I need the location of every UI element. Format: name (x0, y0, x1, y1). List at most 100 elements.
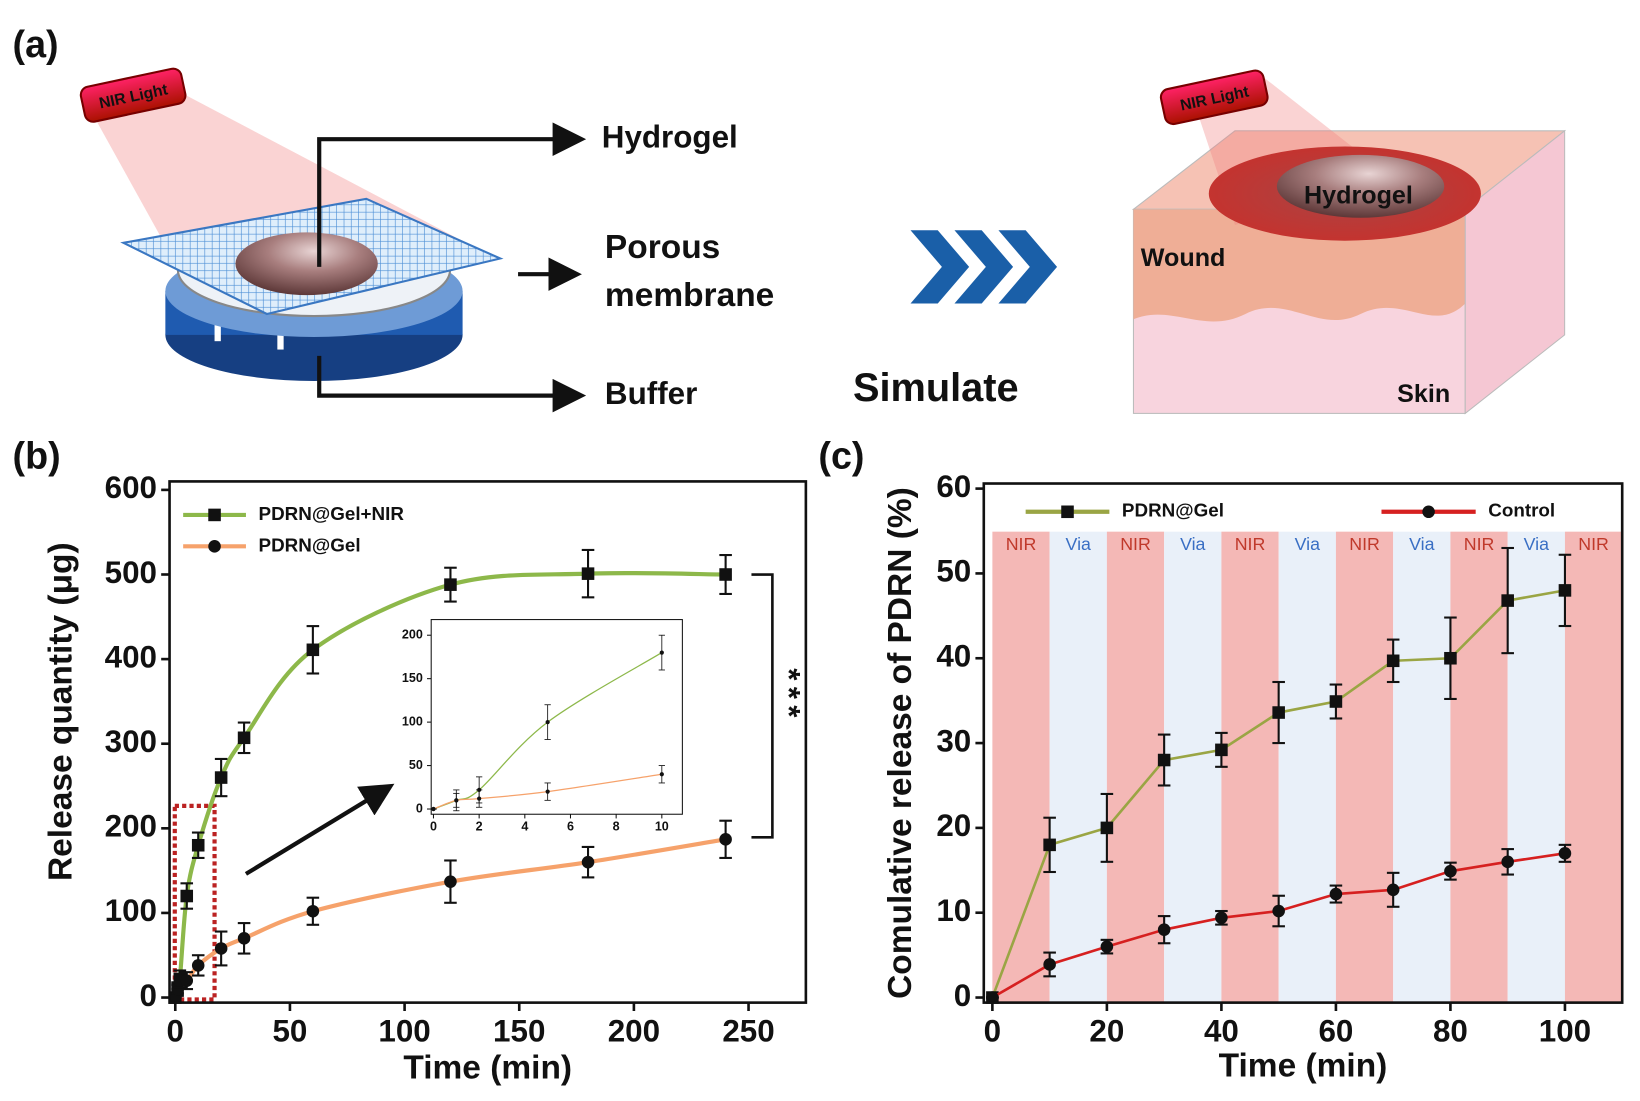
significance: *** (772, 668, 807, 723)
x-tick-label: 100 (378, 1013, 430, 1048)
band-label: Via (1524, 534, 1549, 554)
marker (306, 643, 320, 657)
y-tick-label: 400 (105, 639, 157, 674)
legend-marker (208, 508, 221, 522)
marker (1157, 923, 1171, 936)
chevrons (910, 230, 1058, 304)
marker (1329, 695, 1343, 708)
legend-marker (1061, 505, 1074, 519)
marker (1329, 887, 1343, 901)
marker (986, 991, 999, 1004)
band-label: NIR (1578, 534, 1609, 554)
marker (1558, 584, 1572, 597)
marker (1272, 706, 1285, 719)
marker (1444, 864, 1457, 878)
y-tick-label: 10 (936, 893, 971, 928)
band-label: NIR (1349, 534, 1380, 554)
y-tick-label: 20 (936, 808, 971, 843)
x-tick-label: 60 (1318, 1013, 1353, 1048)
band (992, 531, 1050, 1003)
y-tick-label: 100 (105, 893, 157, 928)
marker (1157, 753, 1171, 767)
x-tick-label: 40 (1204, 1013, 1239, 1048)
panel-label: (a) (13, 23, 59, 65)
band (1278, 531, 1336, 1003)
marker (1501, 855, 1514, 869)
arrow (317, 355, 587, 413)
zoom-box (172, 803, 217, 1002)
band-label: Via (1295, 534, 1320, 554)
y-tick-label: 50 (936, 554, 971, 589)
y-tick-label: 300 (105, 724, 157, 759)
band-label: NIR (1464, 534, 1495, 554)
band (1393, 531, 1451, 1003)
panel-label: (c) (818, 434, 864, 476)
band (1507, 531, 1565, 1003)
x-tick-label: 10 (655, 820, 669, 834)
y-tick-label: 500 (105, 555, 157, 590)
marker (1501, 594, 1514, 607)
marker (214, 942, 228, 955)
band-label: Via (1066, 534, 1091, 554)
y-axis-label: Comulative release of PDRN (%) (882, 487, 919, 999)
marker (431, 806, 436, 812)
y-tick-label: 60 (936, 469, 971, 504)
marker (581, 855, 595, 869)
marker (454, 798, 459, 803)
legend-marker (208, 540, 221, 553)
x-tick-label: 2 (476, 820, 483, 834)
y-tick-label: 30 (936, 723, 971, 758)
marker (719, 568, 732, 581)
marker (237, 932, 251, 945)
marker (180, 889, 194, 903)
band (1450, 531, 1508, 1003)
legend-label: PDRN@Gel (259, 534, 361, 555)
band-label: NIR (1006, 534, 1037, 554)
y-tick-label: 0 (954, 978, 971, 1013)
marker (214, 771, 228, 784)
x-tick-label: 50 (272, 1013, 307, 1048)
y-axis-label: Release quantity (μg) (43, 542, 80, 881)
marker (237, 731, 251, 745)
band-label: Via (1180, 534, 1205, 554)
label: Wound (1141, 244, 1226, 272)
marker (719, 833, 732, 846)
legend-marker (1422, 505, 1435, 519)
x-tick-label: 8 (613, 820, 620, 834)
label: Hydrogel (602, 119, 738, 154)
chart: NIR Via NIR Via NIR Via NIR Via NIR Via NIR 0 20 40 60… (882, 469, 1624, 1084)
y-tick-label: 200 (105, 809, 157, 844)
marker (545, 789, 550, 794)
arrow (317, 122, 587, 267)
marker (191, 838, 205, 852)
hydrogel-dome (235, 232, 378, 296)
y-tick-label: 200 (402, 628, 423, 642)
x-tick-label: 0 (984, 1013, 1001, 1048)
marker (1043, 958, 1056, 971)
panel-label: (b) (13, 434, 61, 476)
marker (180, 974, 194, 987)
marker (1215, 911, 1228, 925)
plot-frame (430, 619, 683, 815)
marker (191, 959, 205, 972)
marker (1043, 838, 1056, 852)
hydrogel-dome (1276, 154, 1445, 218)
marker (659, 772, 664, 777)
plot-frame (982, 482, 1624, 1004)
band-label: NIR (1120, 534, 1151, 554)
y-tick-label: 0 (416, 801, 423, 815)
band-label: NIR (1235, 534, 1266, 554)
x-axis-label: Time (min) (1219, 1047, 1388, 1084)
dish-mark (277, 322, 284, 350)
band (1335, 531, 1394, 1003)
dish-mark (214, 313, 221, 342)
nir-lamp: NIR Light (79, 67, 187, 123)
band-label: Via (1409, 534, 1434, 554)
legend-label: PDRN@Gel+NIR (259, 503, 405, 524)
nir-lamp: NIR Light (1159, 69, 1269, 126)
label: Buffer (605, 376, 697, 411)
panel-a: (a) NIR Light Hydrogel Porous membrane B… (13, 23, 1567, 415)
x-tick-label: 200 (608, 1013, 660, 1048)
x-axis-label: Time (min) (403, 1049, 572, 1086)
